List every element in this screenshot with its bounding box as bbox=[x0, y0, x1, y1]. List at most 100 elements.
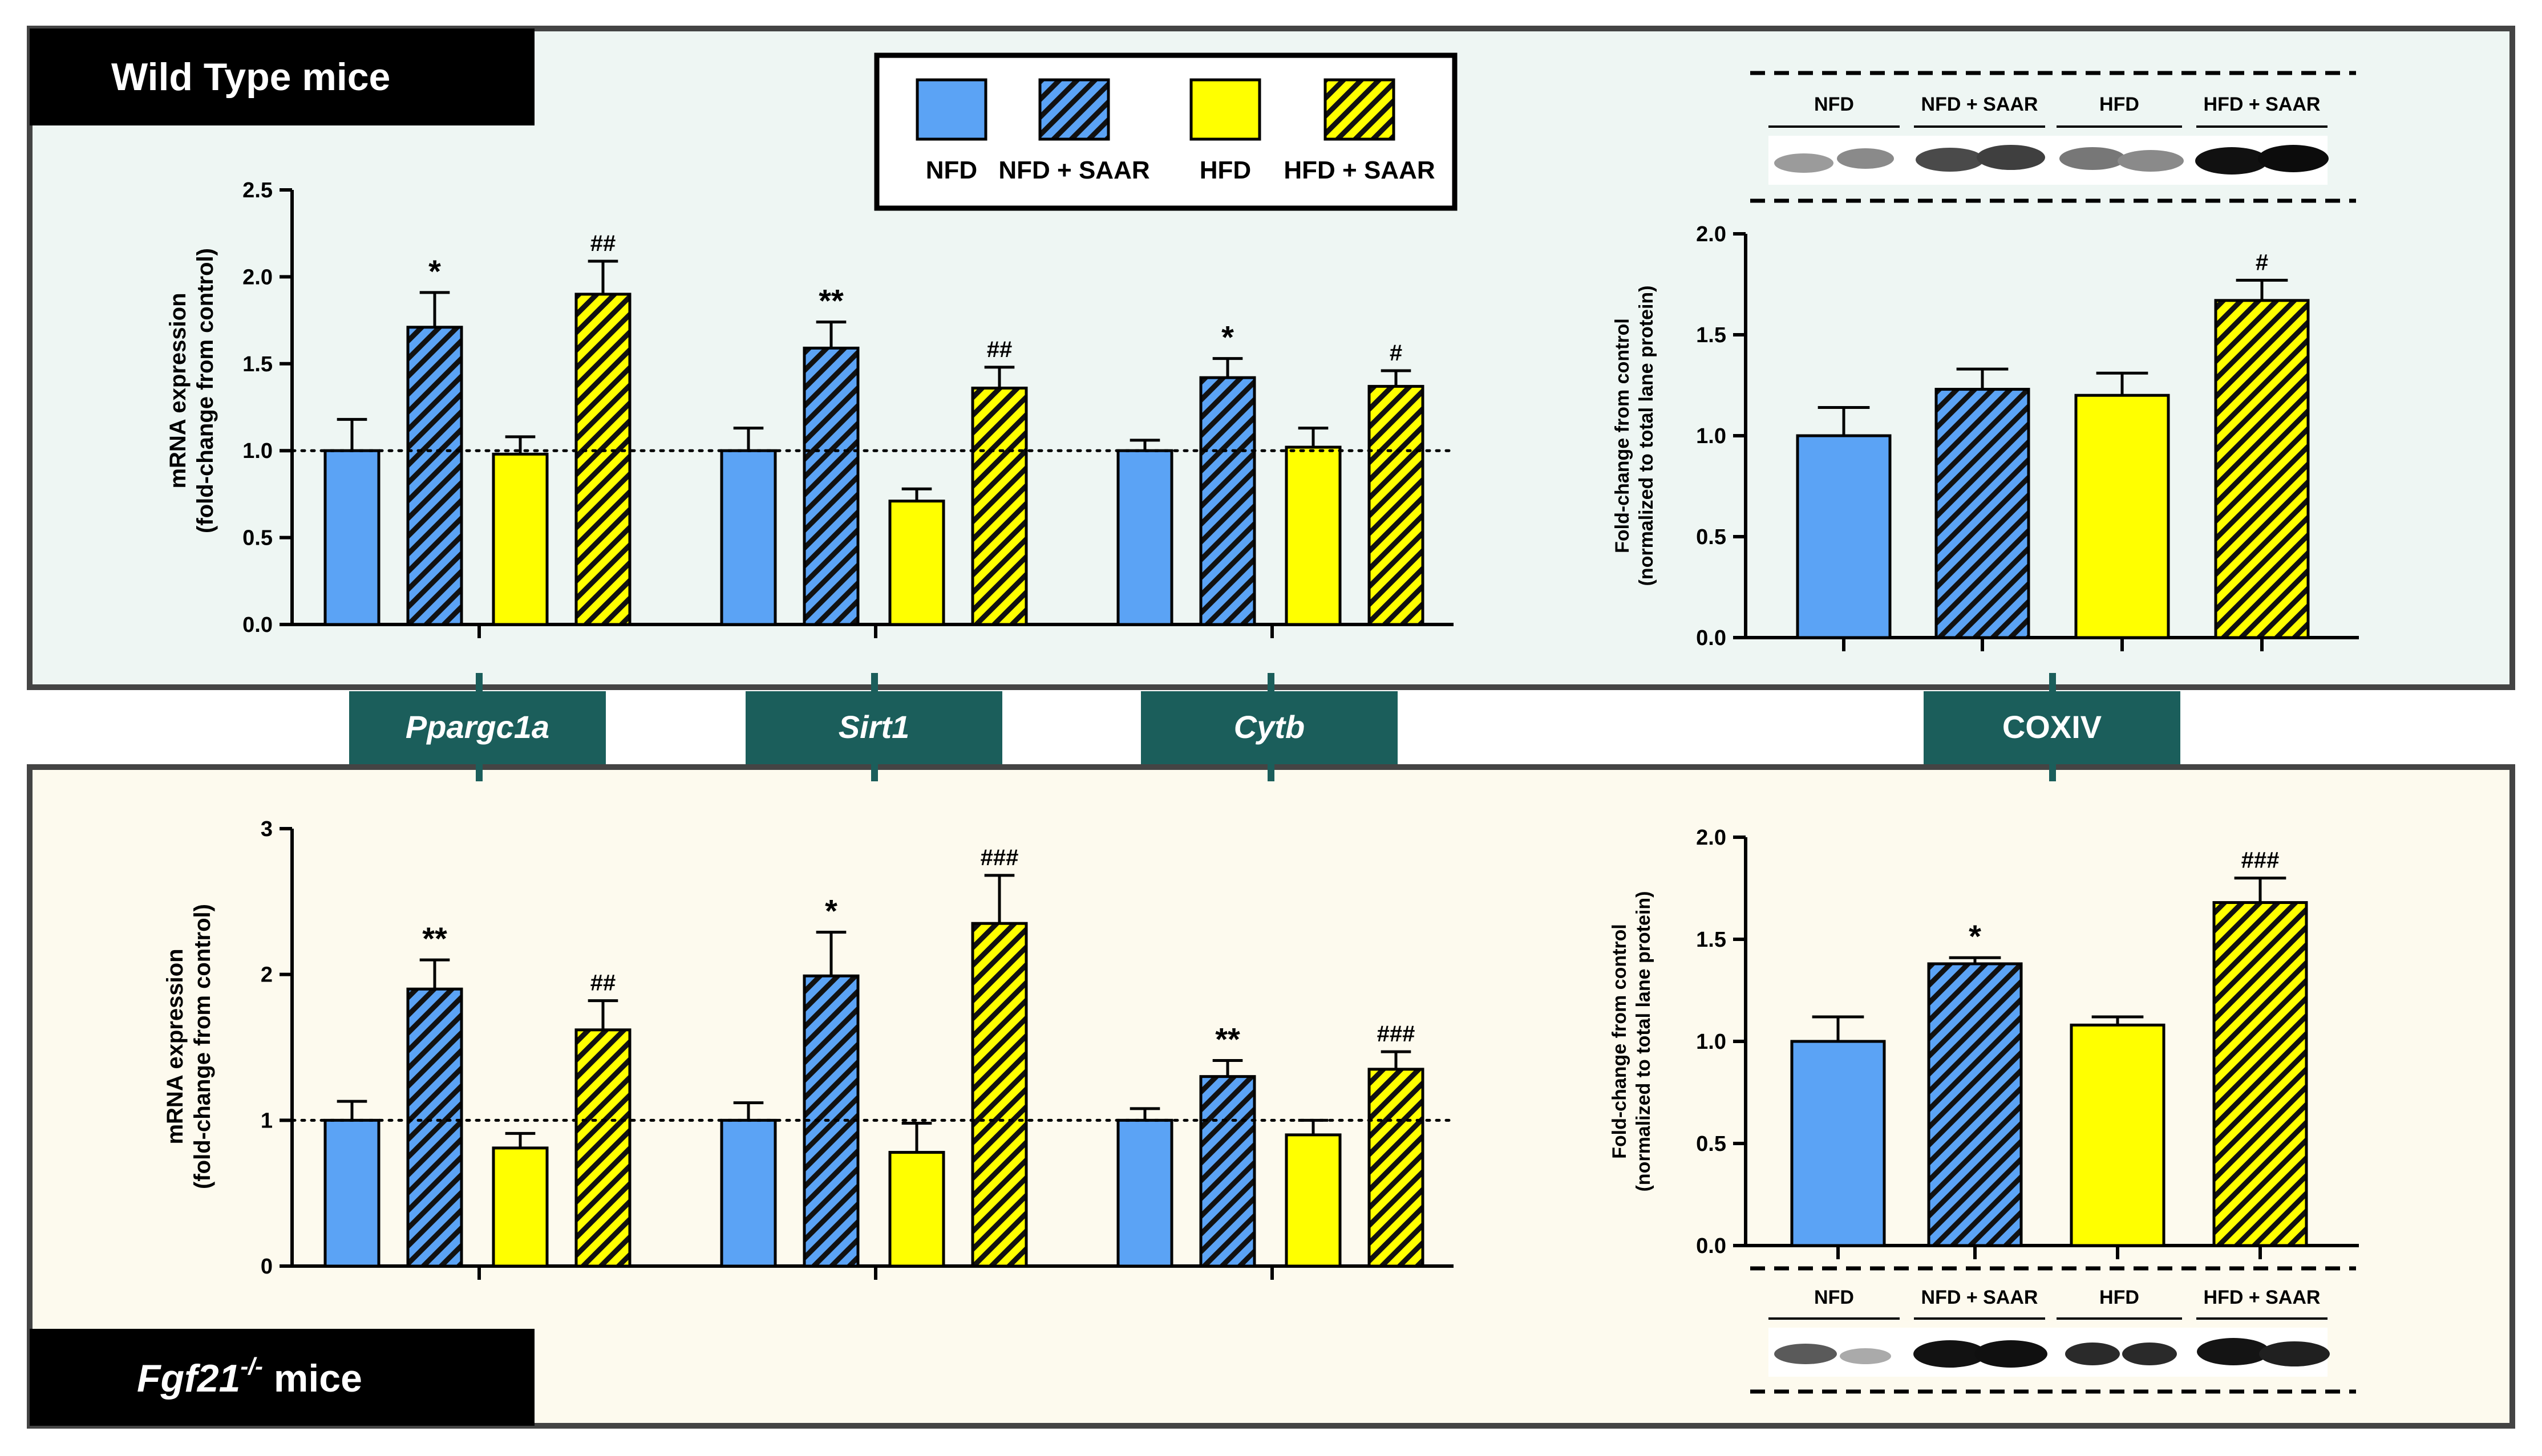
wt-title: Wild Type mice bbox=[111, 55, 390, 99]
legend-label-hfd: HFD bbox=[1200, 156, 1251, 184]
ko_mrna-y-label-line2: (fold-change from control) bbox=[190, 904, 215, 1189]
wt_coxiv-bar bbox=[2214, 299, 2310, 639]
ko_coxiv-bar bbox=[2070, 1023, 2165, 1247]
wt-blot-band-5 bbox=[2059, 147, 2126, 170]
wt_mrna-bar bbox=[720, 449, 777, 626]
wt_mrna-bar-significance: # bbox=[1390, 340, 1402, 366]
ko-coxiv-chart: 0.0 0.5 1.0 1.5 2.0 Fold-change from control(… bbox=[1609, 826, 2359, 1259]
ko-blot-band-6 bbox=[2122, 1343, 2177, 1365]
ko-blot-lane-hfd-saar: HFD + SAAR bbox=[2204, 1287, 2321, 1308]
ko-blot-band-8 bbox=[2259, 1341, 2330, 1366]
ko-blot-lane-nfd: NFD bbox=[1814, 1287, 1854, 1308]
ko-blot-band-5 bbox=[2065, 1343, 2120, 1365]
gene-box-ppargc1a bbox=[349, 691, 606, 764]
wt_coxiv-y-label: Fold-change from control (normalized to t… bbox=[1612, 285, 1657, 586]
ko_mrna-y-tick-label: 2 bbox=[261, 963, 273, 987]
wt_mrna-bar bbox=[971, 386, 1028, 626]
wt_mrna-bar bbox=[406, 326, 463, 626]
wt_mrna-y-tick-label: 1.5 bbox=[242, 352, 273, 376]
wt_mrna-bar-significance: ## bbox=[590, 231, 616, 256]
wt_mrna-y-tick-label: 2.0 bbox=[242, 265, 273, 289]
legend: NFD NFD + SAAR HFD HFD + SAAR bbox=[874, 52, 1458, 211]
ko-blot-band-4 bbox=[1974, 1340, 2047, 1368]
ko_mrna-bar bbox=[1367, 1068, 1424, 1268]
wt_coxiv-y-tick-label: 0.5 bbox=[1696, 525, 1726, 549]
ko_mrna-y-tick-label: 0 bbox=[261, 1255, 273, 1279]
legend-label-nfd-saar: NFD + SAAR bbox=[998, 156, 1149, 184]
gene-label-cytb: Cytb bbox=[1234, 709, 1305, 745]
ko-mrna-chart: 0 1 2 3 mRNA expression (fold-change from con… bbox=[163, 817, 1455, 1280]
ko_mrna-y-label-line1: mRNA expression bbox=[163, 948, 188, 1144]
ko-blot-band-1 bbox=[1774, 1344, 1837, 1364]
ko_coxiv-bar-significance: ### bbox=[2241, 848, 2280, 873]
legend-label-nfd: NFD bbox=[926, 156, 977, 184]
wt_coxiv-bar bbox=[2074, 394, 2170, 639]
wt_mrna-y-label: mRNA expression (fold-change from control… bbox=[165, 248, 218, 533]
wt-blot-band-7 bbox=[2195, 147, 2268, 175]
wt_mrna-bar-significance: ** bbox=[819, 283, 844, 319]
wt_mrna-bar bbox=[492, 452, 549, 626]
ko_coxiv-bar bbox=[2212, 901, 2308, 1247]
wt-blot-band-8 bbox=[2258, 145, 2329, 172]
legend-swatch-hfd bbox=[1189, 78, 1261, 141]
ko_mrna-bar bbox=[492, 1146, 549, 1268]
wt_mrna-bar-significance: * bbox=[428, 253, 441, 289]
ko_mrna-bar bbox=[1199, 1075, 1256, 1268]
ko_coxiv-y-tick-label: 0.0 bbox=[1696, 1234, 1726, 1258]
ko-blot-lane-hfd: HFD bbox=[2099, 1287, 2139, 1308]
wt_mrna-bar bbox=[803, 346, 860, 626]
wt_mrna-bar-significance: * bbox=[1221, 319, 1234, 355]
gene-box-coxiv bbox=[1924, 691, 2180, 764]
wt_mrna-y-label-line1: mRNA expression bbox=[165, 293, 191, 488]
ko_coxiv-y-tick-label: 2.0 bbox=[1696, 826, 1726, 850]
wt-coxiv-chart: 0.0 0.5 1.0 1.5 2.0 Fold-change from control(… bbox=[1612, 222, 2359, 651]
ko-title: Fgf21-/- mice bbox=[137, 1353, 362, 1400]
ko_mrna-bar bbox=[803, 974, 860, 1268]
ko_mrna-bar bbox=[1285, 1133, 1342, 1268]
wt_mrna-bar bbox=[1116, 449, 1173, 626]
ko_mrna-y-label: mRNA expression (fold-change from control… bbox=[163, 904, 215, 1189]
wt_mrna-bar bbox=[1285, 445, 1342, 626]
wt_mrna-y-tick-label: 2.5 bbox=[242, 179, 273, 202]
ko_mrna-bar-significance: * bbox=[825, 893, 837, 929]
wt-blot-lane-nfd-saar: NFD + SAAR bbox=[1921, 94, 2038, 115]
wt_coxiv-y-label-line2: (normalized to total lane protein) bbox=[1636, 285, 1657, 586]
gene-label-sirt1: Sirt1 bbox=[839, 709, 910, 745]
ko_mrna-bar-significance: ### bbox=[1377, 1021, 1415, 1047]
wt_mrna-bar bbox=[1199, 376, 1256, 626]
wt_coxiv-bar bbox=[1796, 434, 1892, 639]
ko_coxiv-bar-significance: * bbox=[1969, 918, 1981, 954]
wt_mrna-bar bbox=[888, 500, 945, 626]
wt-blot-lane-hfd: HFD bbox=[2099, 94, 2139, 115]
ko_mrna-y-tick-label: 1 bbox=[261, 1109, 273, 1133]
wt_coxiv-bar bbox=[1934, 388, 2030, 639]
wt_coxiv-y-tick-label: 0.0 bbox=[1696, 626, 1726, 650]
ko_mrna-bar-significance: ** bbox=[422, 920, 447, 956]
ko_mrna-bar-significance: ### bbox=[981, 845, 1019, 870]
ko-blot-band-2 bbox=[1840, 1348, 1891, 1364]
wt-blot-band-2 bbox=[1837, 148, 1894, 169]
ko-blot: NFD NFD + SAAR HFD HFD + SAAR bbox=[1750, 1266, 2356, 1394]
ko_mrna-bar bbox=[406, 987, 463, 1268]
gene-box-cytb bbox=[1141, 691, 1398, 764]
wt_coxiv-y-tick-label: 2.0 bbox=[1696, 222, 1726, 246]
wt_mrna-bar bbox=[1367, 384, 1424, 626]
ko_coxiv-y-label: Fold-change from control (normalized to t… bbox=[1609, 891, 1654, 1191]
ko-title-box bbox=[30, 1329, 535, 1426]
gene-box-sirt1 bbox=[746, 691, 1002, 764]
ko_mrna-bar bbox=[720, 1118, 777, 1268]
ko_coxiv-y-tick-label: 1.5 bbox=[1696, 928, 1726, 952]
ko_coxiv-bar bbox=[1927, 962, 2023, 1247]
wt-blot-band-1 bbox=[1774, 153, 1833, 173]
ko-title-gene: Fgf21 bbox=[137, 1357, 240, 1400]
wt_mrna-y-tick-label: 1.0 bbox=[242, 439, 273, 463]
wt_mrna-bar bbox=[323, 449, 381, 626]
ko-blot-band-7 bbox=[2197, 1338, 2270, 1365]
ko_coxiv-y-tick-label: 1.0 bbox=[1696, 1030, 1726, 1054]
wt_mrna-bar bbox=[574, 293, 632, 626]
ko_mrna-bar bbox=[971, 922, 1028, 1268]
ko_coxiv-y-label-line1: Fold-change from control bbox=[1609, 924, 1630, 1159]
legend-swatch-hfd-saar bbox=[1323, 78, 1395, 141]
ko-title-sup: -/- bbox=[240, 1353, 263, 1380]
